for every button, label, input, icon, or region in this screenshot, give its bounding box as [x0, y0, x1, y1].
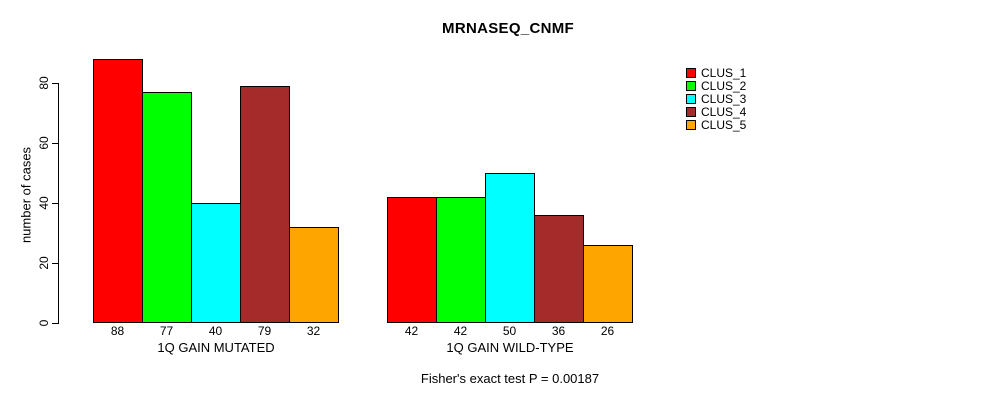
- y-axis-tick: [52, 323, 58, 324]
- y-axis-line: [58, 83, 59, 324]
- x-category-label: 1Q GAIN MUTATED: [157, 340, 275, 355]
- bar-value-label: 36: [551, 324, 566, 338]
- bar-clus_1-2: [387, 197, 437, 323]
- legend-item-clus_4: CLUS_4: [686, 105, 746, 118]
- chart-title: MRNASEQ_CNMF: [442, 20, 574, 37]
- legend-label: CLUS_2: [701, 78, 747, 93]
- legend-label: CLUS_5: [701, 117, 747, 132]
- bar-clus_5-2: [583, 245, 633, 323]
- x-category-label: 1Q GAIN WILD-TYPE: [446, 340, 574, 355]
- legend-swatch-icon: [686, 93, 696, 104]
- legend-swatch-icon: [686, 67, 696, 78]
- y-axis-tick: [52, 203, 58, 204]
- legend-swatch-icon: [686, 106, 696, 117]
- legend-item-clus_2: CLUS_2: [686, 79, 746, 92]
- bar-value-label: 42: [404, 324, 419, 338]
- bar-clus_2-1: [142, 92, 192, 323]
- bar-clus_3-1: [191, 203, 241, 323]
- annotation-caption: Fisher's exact test P = 0.00187: [420, 371, 600, 386]
- bar-value-label: 79: [257, 324, 272, 338]
- bar-value-label: 32: [306, 324, 321, 338]
- legend-label: CLUS_3: [701, 91, 747, 106]
- legend-label: CLUS_4: [701, 104, 747, 119]
- y-axis-tick: [52, 143, 58, 144]
- y-axis-tick-label: 0: [37, 319, 51, 327]
- y-axis-tick-label: 80: [37, 76, 51, 90]
- legend-item-clus_3: CLUS_3: [686, 92, 746, 105]
- y-axis-tick-label: 20: [37, 256, 51, 270]
- bar-clus_5-1: [289, 227, 339, 323]
- legend-swatch-icon: [686, 80, 696, 91]
- y-axis-tick-label: 60: [37, 136, 51, 150]
- bar-value-label: 42: [453, 324, 468, 338]
- y-axis-tick: [52, 263, 58, 264]
- y-axis-tick-label: 40: [37, 196, 51, 210]
- bar-value-label: 40: [208, 324, 223, 338]
- bar-clus_4-1: [240, 86, 290, 323]
- bar-clus_1-1: [93, 59, 143, 323]
- bar-clus_3-2: [485, 173, 535, 323]
- legend-item-clus_5: CLUS_5: [686, 118, 746, 131]
- legend-swatch-icon: [686, 119, 696, 130]
- bar-value-label: 50: [502, 324, 517, 338]
- y-axis-tick: [52, 83, 58, 84]
- bar-value-label: 88: [110, 324, 125, 338]
- bar-clus_4-2: [534, 215, 584, 323]
- legend-label: CLUS_1: [701, 65, 747, 80]
- legend: CLUS_1 CLUS_2 CLUS_3 CLUS_4 CLUS_5: [686, 66, 746, 131]
- y-axis-label: number of cases: [18, 146, 34, 244]
- bar-value-label: 77: [159, 324, 174, 338]
- legend-item-clus_1: CLUS_1: [686, 66, 746, 79]
- bar-clus_2-2: [436, 197, 486, 323]
- bar-value-label: 26: [600, 324, 615, 338]
